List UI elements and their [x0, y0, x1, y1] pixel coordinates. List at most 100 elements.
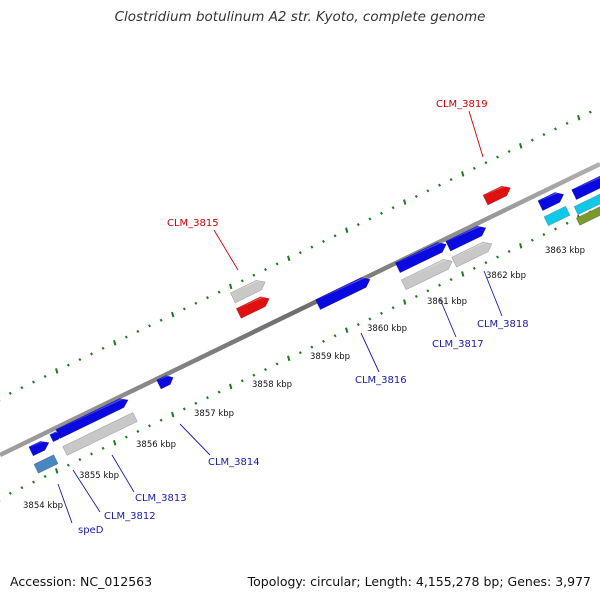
- feature-shape: [156, 375, 174, 390]
- callout-line: [483, 270, 503, 317]
- tick-mark: [484, 161, 488, 165]
- kbp-label: 3860 kbp: [367, 324, 407, 334]
- feature-shape: [28, 440, 50, 457]
- cds-feature-clm-3815-pair[interactable]: [230, 277, 267, 304]
- tick-mark: [426, 189, 430, 193]
- cds-feature[interactable]: [537, 189, 566, 212]
- cds-feature-clm-3819[interactable]: [482, 183, 513, 206]
- feature-shape: [394, 242, 447, 274]
- cds-feature[interactable]: [571, 172, 600, 201]
- outer-tick-track: [0, 110, 592, 402]
- tick-mark: [495, 255, 500, 259]
- cds-feature-clm-3818-pair[interactable]: [451, 239, 495, 268]
- callout-line: [439, 298, 457, 338]
- tick-mark: [43, 374, 47, 379]
- tick-mark: [136, 329, 140, 334]
- tick-mark: [310, 345, 314, 349]
- gene-label-clm-3817[interactable]: CLM_3817: [432, 339, 484, 350]
- gene-label-clm-3815[interactable]: CLM_3815: [167, 218, 219, 229]
- gene-label-clm-3813[interactable]: CLM_3813: [135, 493, 187, 504]
- cds-feature[interactable]: [573, 188, 600, 216]
- tick-mark: [263, 367, 268, 372]
- feature-shape: [573, 188, 600, 216]
- topology-text: Topology: circular; Length: 4,155,278 bp…: [247, 574, 591, 589]
- gene-label-clm-3814[interactable]: CLM_3814: [208, 457, 260, 468]
- gene-label-clm-3816[interactable]: CLM_3816: [355, 375, 407, 386]
- kbp-label: 3854 kbp: [23, 501, 63, 511]
- cds-feature[interactable]: [575, 200, 600, 226]
- cds-feature-clm-3817[interactable]: [394, 239, 448, 274]
- tick-mark: [298, 351, 302, 355]
- tick-mark: [553, 127, 558, 131]
- tick-mark: [588, 110, 592, 114]
- tick-mark: [217, 390, 221, 394]
- tick-mark: [379, 311, 384, 315]
- tick-mark: [287, 255, 291, 262]
- gene-label-clm-3818[interactable]: CLM_3818: [477, 319, 529, 330]
- tick-mark: [275, 262, 279, 266]
- tick-mark: [565, 221, 569, 225]
- gene-label-clm-3819[interactable]: CLM_3819: [436, 99, 488, 110]
- tick-mark: [461, 271, 465, 277]
- tick-mark: [345, 227, 349, 233]
- cds-feature[interactable]: [28, 438, 51, 457]
- tick-mark: [147, 424, 152, 428]
- cds-feature-clm-3818[interactable]: [445, 223, 489, 252]
- tick-mark: [426, 289, 430, 293]
- cds-feature-clm-3816[interactable]: [315, 274, 373, 311]
- tick-mark: [461, 171, 465, 177]
- tick-mark: [229, 383, 233, 390]
- feature-shape: [400, 259, 453, 291]
- tick-mark: [217, 290, 221, 294]
- feature-shape: [537, 192, 565, 212]
- tick-mark: [495, 155, 500, 159]
- kbp-label: 3857 kbp: [194, 409, 234, 419]
- feature-highlight: [230, 279, 264, 294]
- cds-feature-clm-3815[interactable]: [235, 294, 271, 319]
- tick-mark: [136, 429, 140, 434]
- gene-label-clm-3812[interactable]: CLM_3812: [104, 511, 156, 522]
- feature-shape: [49, 431, 61, 443]
- tick-mark: [55, 368, 59, 374]
- tick-mark: [101, 446, 105, 450]
- tick-mark: [403, 299, 407, 305]
- cds-feature[interactable]: [49, 430, 62, 443]
- tick-mark: [519, 243, 523, 249]
- tick-mark: [31, 380, 36, 384]
- tick-mark: [449, 177, 453, 182]
- tick-mark: [31, 480, 36, 484]
- tick-mark: [437, 283, 442, 287]
- tick-mark: [472, 266, 476, 270]
- tick-mark: [252, 373, 256, 377]
- kbp-label: 3856 kbp: [136, 440, 176, 450]
- feature-track: [28, 172, 600, 474]
- tick-mark: [78, 358, 82, 362]
- tick-mark: [182, 307, 186, 311]
- tick-mark: [252, 273, 256, 277]
- callout-line: [57, 483, 73, 524]
- tick-mark: [542, 132, 546, 137]
- tick-mark: [530, 138, 534, 142]
- gene-labels: CLM_3819 CLM_3815 CLM_3818 CLM_3817 CLM_…: [78, 99, 529, 536]
- tick-mark: [66, 363, 70, 367]
- callout-line: [72, 469, 101, 513]
- cds-feature-clm-3817-pair[interactable]: [400, 256, 454, 291]
- kbp-scale: 3854 kbp 3855 kbp 3856 kbp 3857 kbp 3858…: [23, 246, 585, 511]
- cds-feature[interactable]: [156, 373, 176, 390]
- tick-mark: [507, 249, 511, 253]
- tick-mark: [159, 318, 163, 322]
- cds-feature[interactable]: [33, 454, 59, 474]
- tick-mark: [55, 468, 59, 474]
- cds-feature[interactable]: [62, 412, 138, 456]
- kbp-label: 3861 kbp: [427, 297, 467, 307]
- gene-label-sped[interactable]: speD: [78, 525, 104, 536]
- tick-mark: [356, 222, 360, 227]
- tick-mark: [542, 232, 546, 237]
- cds-feature[interactable]: [543, 205, 571, 227]
- tick-mark: [240, 379, 244, 383]
- tick-mark: [194, 401, 198, 405]
- feature-highlight: [483, 185, 510, 196]
- tick-mark: [287, 355, 291, 362]
- map-title: Clostridium botulinum A2 str. Kyoto, com…: [114, 9, 486, 25]
- tick-mark: [275, 362, 279, 366]
